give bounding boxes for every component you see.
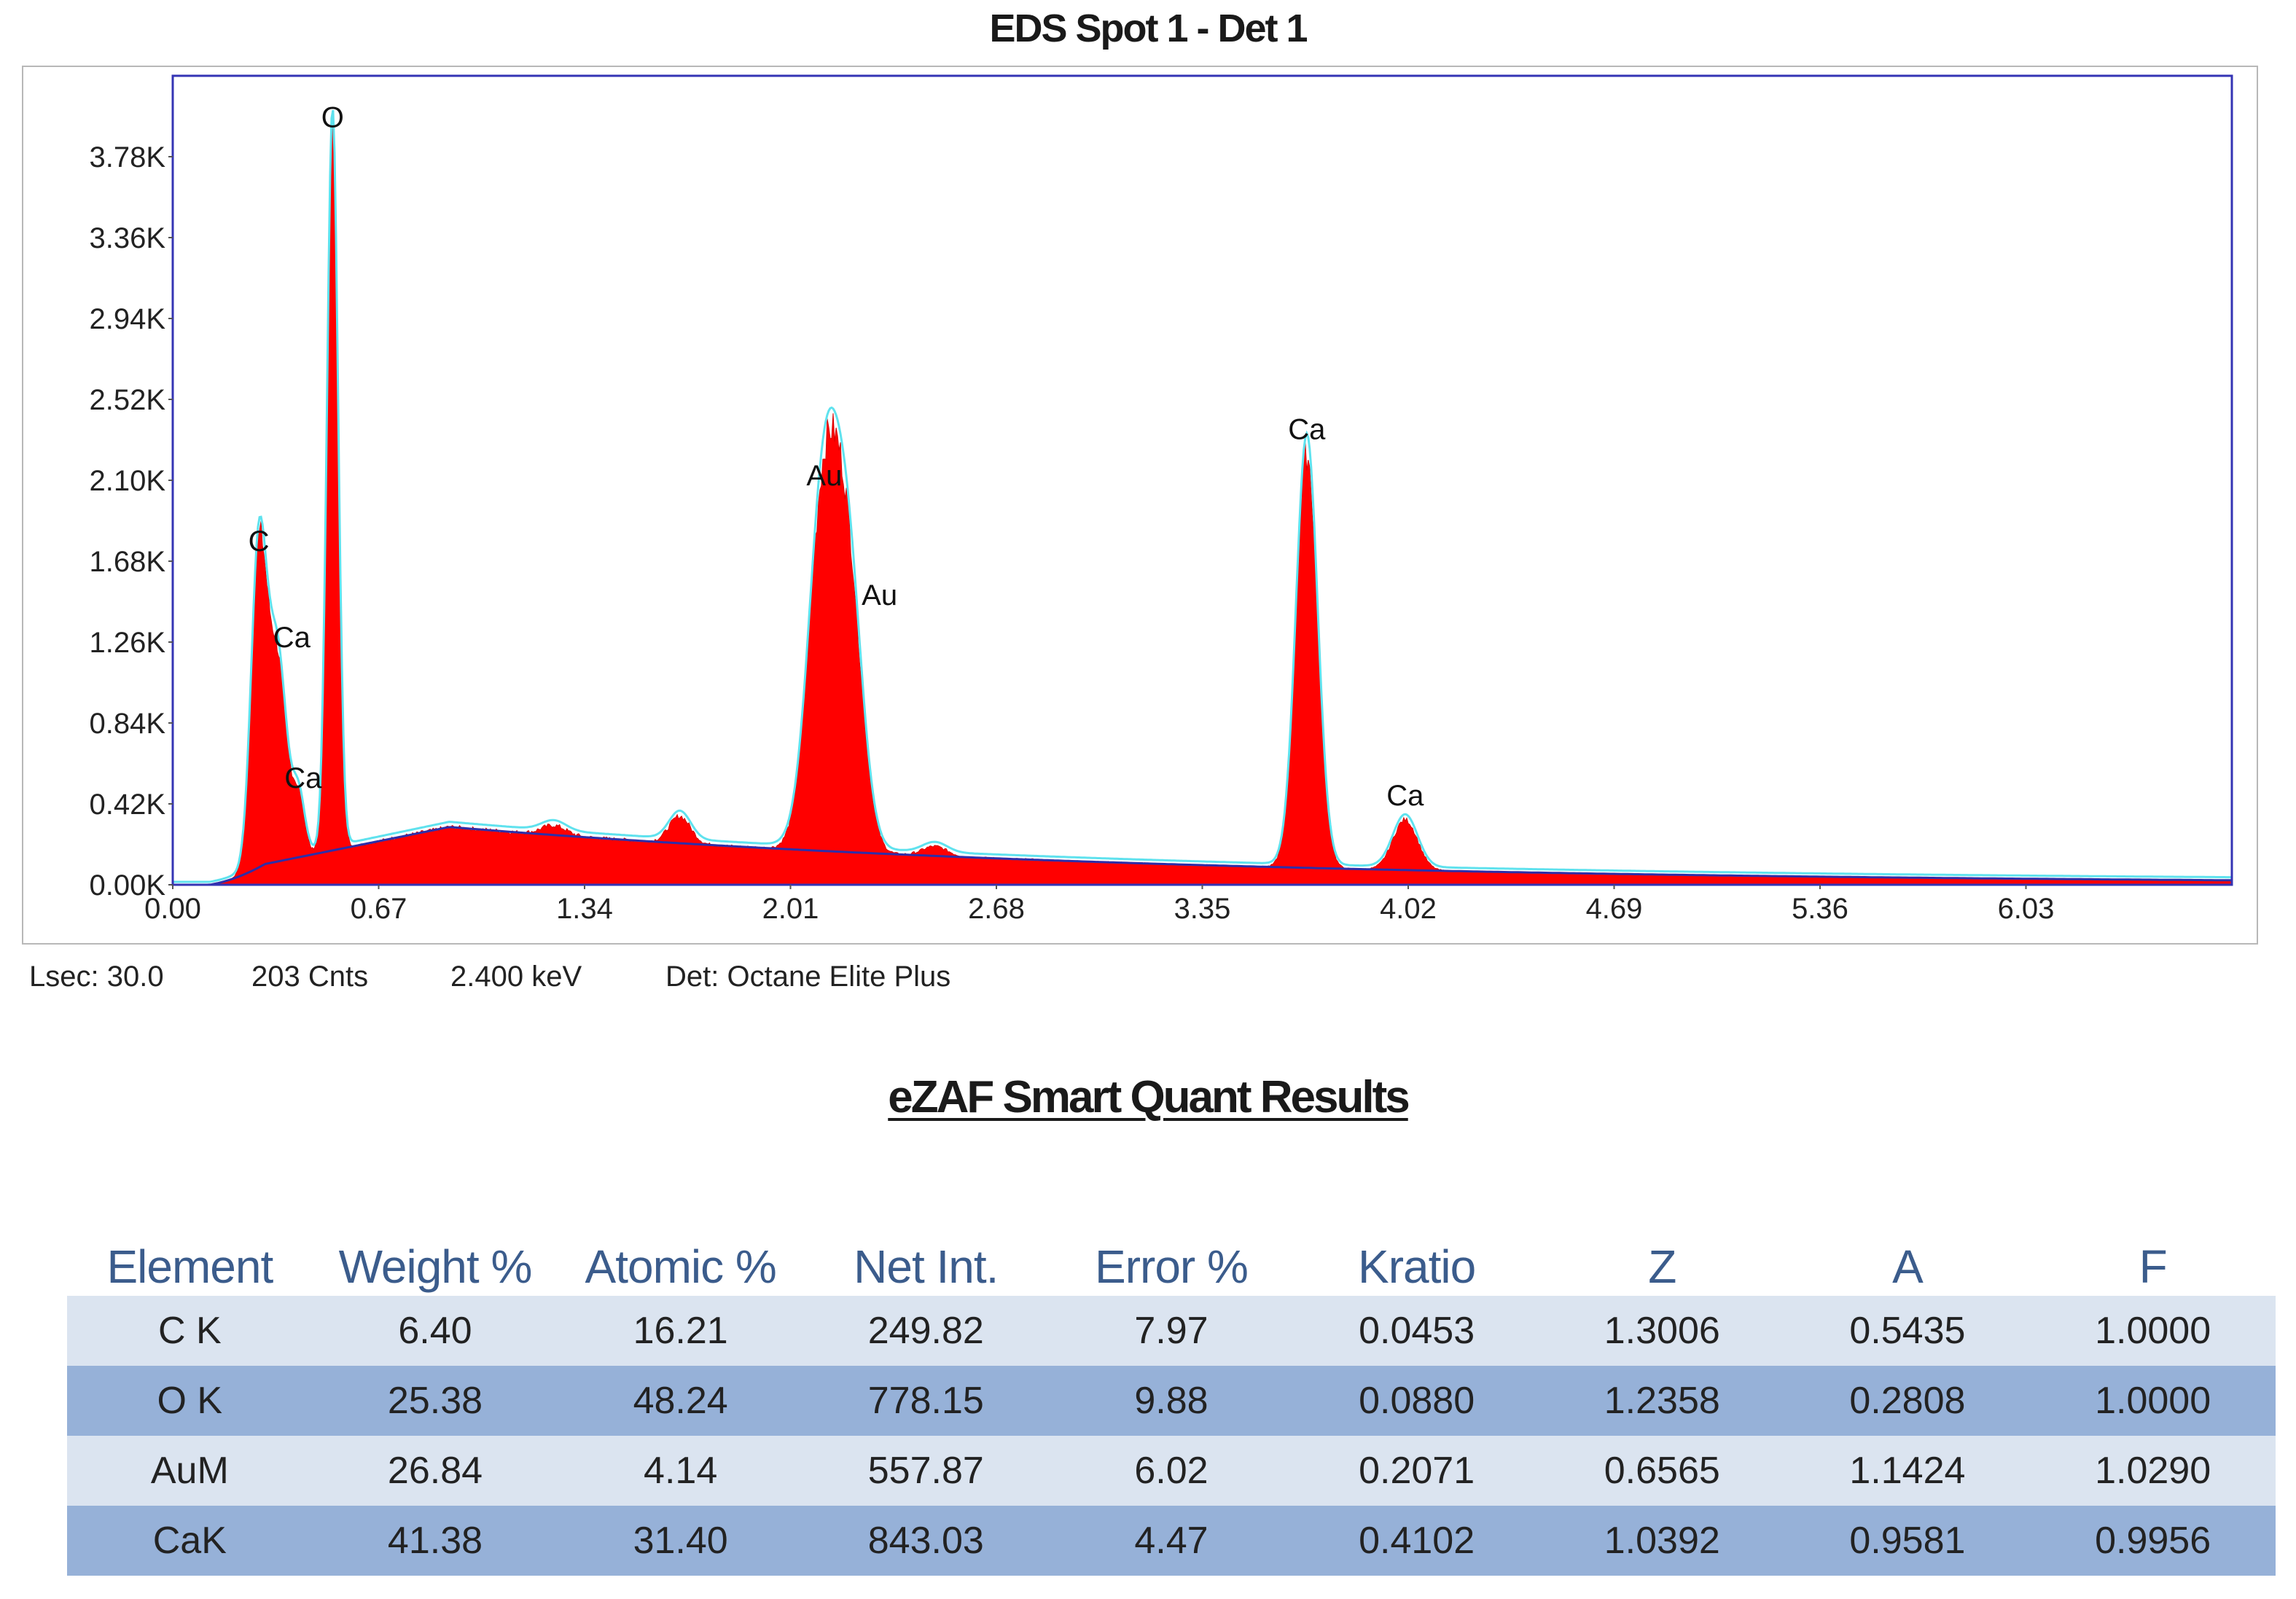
y-tick-label: 1.68K [89, 546, 165, 578]
table-cell: O K [67, 1366, 313, 1436]
x-tick-label: 6.03 [1998, 893, 2055, 925]
table-cell: 7.97 [1048, 1296, 1295, 1366]
header-weight: Weight % [338, 1240, 533, 1293]
peak-label: C [249, 525, 270, 558]
header-z: Z [1648, 1240, 1676, 1293]
header-element: Element [106, 1240, 273, 1293]
peak-label: O [321, 102, 344, 134]
table-row: CaK 41.38 31.40 843.03 4.47 0.4102 1.0392 0.958… [67, 1506, 2276, 1576]
table-cell: 4.14 [558, 1436, 803, 1506]
spectrum-chart: 0.00K 0.42K 0.84K 1.26K 1.68K 2.10K 2.52K 2.94K… [22, 66, 2258, 945]
y-tick-label: 0.42K [89, 789, 165, 821]
y-tick-label: 3.36K [89, 222, 165, 254]
y-tick-label: 0.00K [89, 869, 165, 902]
table-cell: 843.03 [803, 1506, 1049, 1576]
table-cell: 778.15 [803, 1366, 1049, 1436]
chart-title: EDS Spot 1 - Det 1 [989, 7, 1308, 50]
table-row: O K 25.38 48.24 778.15 9.88 0.0880 1.2358 0.280… [67, 1366, 2276, 1436]
table-cell: 557.87 [803, 1436, 1049, 1506]
table-cell: C K [67, 1296, 313, 1366]
table-cell: 31.40 [558, 1506, 803, 1576]
y-tick-label: 2.52K [89, 384, 165, 416]
table-cell: CaK [67, 1506, 313, 1576]
quant-results-title: eZAF Smart Quant Results [0, 1071, 2296, 1123]
table-cell: 1.1424 [1784, 1436, 2031, 1506]
table-cell: 6.40 [312, 1296, 558, 1366]
table-cell: 41.38 [312, 1506, 558, 1576]
peak-label: Au [862, 579, 897, 611]
table-cell: 1.0000 [2030, 1366, 2276, 1436]
table-cell: 1.2358 [1539, 1366, 1785, 1436]
x-tick-label: 4.02 [1380, 893, 1437, 925]
header-kratio: Kratio [1358, 1240, 1476, 1293]
table-cell: 25.38 [312, 1366, 558, 1436]
table-cell: 4.47 [1048, 1506, 1295, 1576]
peak-label: Ca [1288, 414, 1326, 446]
x-tick-label: 5.36 [1792, 893, 1848, 925]
header-net-int: Net Int. [854, 1240, 999, 1293]
table-cell: 0.9581 [1784, 1506, 2031, 1576]
x-tick-label: 2.01 [762, 893, 819, 925]
x-tick-label: 2.68 [968, 893, 1025, 925]
live-seconds: Lsec: 30.0 [29, 961, 164, 993]
peak-label: Au [806, 460, 842, 492]
table-cell: 0.6565 [1539, 1436, 1785, 1506]
table-cell: 26.84 [312, 1436, 558, 1506]
table-cell: 0.2808 [1784, 1366, 2031, 1436]
table-cell: 0.2071 [1294, 1436, 1539, 1506]
y-tick-label: 3.78K [89, 141, 165, 173]
header-f: F [2139, 1240, 2168, 1293]
table-cell: 0.0453 [1294, 1296, 1539, 1366]
x-tick-label: 1.34 [556, 893, 613, 925]
table-row: AuM 26.84 4.14 557.87 6.02 0.2071 0.6565 1.1424… [67, 1436, 2276, 1506]
x-tick-label: 4.69 [1586, 893, 1643, 925]
y-tick-label: 1.26K [89, 627, 165, 659]
table-cell: AuM [67, 1436, 313, 1506]
table-cell: 1.0290 [2030, 1436, 2276, 1506]
table-cell: 16.21 [558, 1296, 803, 1366]
y-tick-label: 2.94K [89, 303, 165, 335]
table-cell: 0.9956 [2030, 1506, 2276, 1576]
table-row: C K 6.40 16.21 249.82 7.97 0.0453 1.3006 0.5435… [67, 1296, 2276, 1366]
x-tick-label: 3.35 [1174, 893, 1231, 925]
table-cell: 1.0000 [2030, 1296, 2276, 1366]
header-atomic: Atomic % [585, 1240, 777, 1293]
table-cell: 9.88 [1048, 1366, 1295, 1436]
table-header-row: Element Weight % Atomic % Net Int. Error… [67, 1238, 2276, 1296]
y-tick-label: 2.10K [89, 465, 165, 497]
background-line [173, 826, 2232, 886]
peak-label: Ca [273, 622, 311, 654]
peak-label: Ca [284, 762, 322, 794]
peak-label: Ca [1386, 780, 1424, 812]
spectrum-plot: 0.00K 0.42K 0.84K 1.26K 1.68K 2.10K 2.52K 2.94K… [89, 74, 2233, 925]
y-tick-label: 0.84K [89, 708, 165, 740]
table-cell: 1.3006 [1539, 1296, 1785, 1366]
table-cell: 249.82 [803, 1296, 1049, 1366]
fit-envelope-line [173, 109, 2232, 883]
table-cell: 48.24 [558, 1366, 803, 1436]
count-readout: 203 Cnts [251, 961, 369, 993]
table-cell: 6.02 [1048, 1436, 1295, 1506]
energy-readout: 2.400 keV [450, 961, 582, 993]
detector-name: Det: Octane Elite Plus [665, 961, 951, 993]
quant-results-title-text: eZAF Smart Quant Results [888, 1072, 1410, 1122]
header-a: A [1892, 1240, 1924, 1293]
table-cell: 0.4102 [1294, 1506, 1539, 1576]
plot-area [171, 74, 2233, 886]
x-tick-label: 0.67 [351, 893, 407, 925]
header-error: Error % [1095, 1240, 1249, 1293]
quant-results-table: Element Weight % Atomic % Net Int. Error… [67, 1238, 2276, 1576]
table-cell: 0.5435 [1784, 1296, 2031, 1366]
table-cell: 1.0392 [1539, 1506, 1785, 1576]
table-cell: 0.0880 [1294, 1366, 1539, 1436]
x-tick-label: 0.00 [144, 893, 201, 925]
